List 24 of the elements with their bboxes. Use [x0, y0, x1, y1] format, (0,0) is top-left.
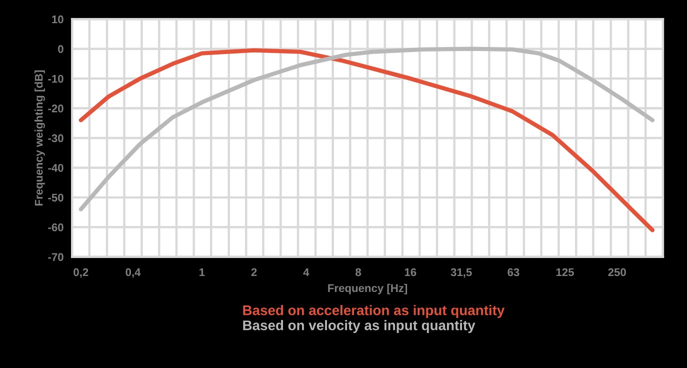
x-tick-label: 0,2 — [74, 268, 88, 278]
text: Based on velocity as input quantity — [243, 320, 476, 333]
y-tick-label: -30 — [48, 134, 64, 142]
y-tick-label: -10 — [48, 74, 64, 83]
y-tick-label: 10 — [52, 15, 64, 24]
x-tick-label: 8 — [356, 268, 362, 276]
x-tick-label: 4 — [303, 268, 310, 276]
x-tick-label: 2 — [251, 268, 257, 276]
y-tick-label: -60 — [48, 223, 64, 232]
y-tick-label: -20 — [48, 104, 64, 112]
x-tick-label: 250 — [608, 268, 626, 276]
y-tick-label: -70 — [48, 253, 64, 261]
x-tick-label: 31,5 — [450, 268, 472, 278]
x-tick-label: 125 — [556, 268, 574, 276]
x-tick-label: 1 — [200, 268, 205, 276]
y-tick-label: -50 — [48, 194, 64, 202]
x-axis-title: Frequency [Hz] — [328, 284, 408, 294]
x-tick-label: 0,4 — [126, 268, 141, 278]
text: Based on acceleration as input quantity — [243, 305, 505, 318]
y-axis-title: Frequency weighting [dB] — [34, 70, 45, 206]
y-tick-label: -40 — [48, 164, 64, 172]
x-tick-label: 16 — [404, 268, 416, 276]
x-tick-label: 63 — [508, 268, 520, 276]
y-tick-label: 0 — [58, 45, 64, 53]
